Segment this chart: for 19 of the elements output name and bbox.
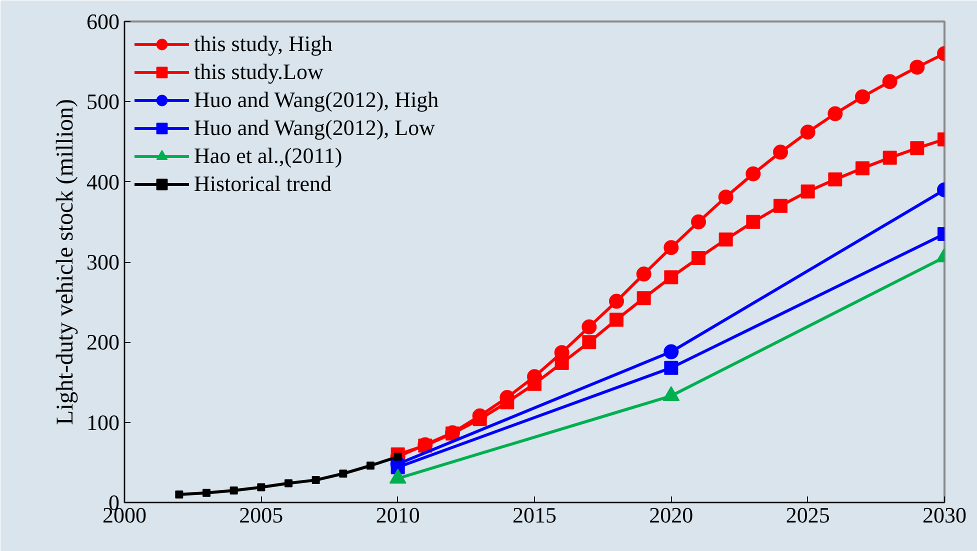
legend-label: Historical trend (194, 171, 332, 197)
y-tick-label: 100 (86, 410, 120, 435)
legend-label: Huo and Wang(2012), High (194, 87, 439, 113)
legend-label: this study, High (194, 31, 333, 57)
y-tick-label: 400 (86, 169, 120, 194)
y-tick-label: 500 (86, 89, 120, 114)
x-tick-label: 2010 (376, 502, 420, 528)
x-tick-label: 2025 (786, 502, 830, 528)
x-tick-label: 2020 (649, 502, 694, 528)
y-tick-label: 300 (86, 250, 120, 274)
y-tick-label: 200 (86, 330, 120, 355)
x-tick-label: 2030 (922, 502, 966, 528)
legend-label: Huo and Wang(2012), Low (194, 115, 436, 141)
legend-label: Hao et al.,(2011) (194, 143, 342, 169)
x-tick-label: 2005 (239, 502, 284, 528)
x-tick-label: 2015 (512, 502, 556, 528)
legend-label: this study.Low (194, 59, 324, 85)
y-axis-title: Light-duty vehicle stock (million) (52, 99, 78, 425)
y-tick-label: 600 (86, 9, 120, 34)
